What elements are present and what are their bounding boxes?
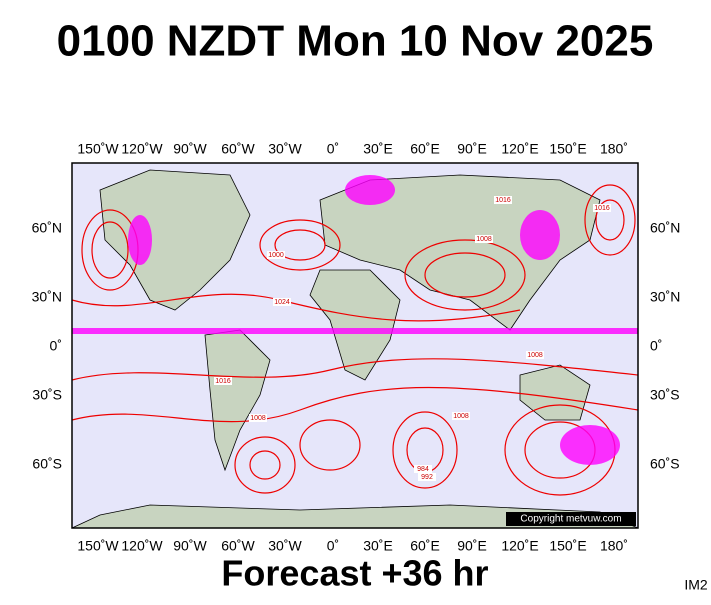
- copyright: Copyright metvuw.com: [520, 514, 621, 525]
- isobar-label-bg: [249, 414, 267, 422]
- lat-label-left: 30˚S: [32, 387, 62, 403]
- isobar-label-bg: [414, 465, 432, 473]
- lon-label-top: 30˚E: [363, 141, 393, 157]
- isobar-label: 1000: [268, 252, 284, 259]
- isobar-label: 1016: [594, 205, 610, 212]
- isobar-label: 992: [421, 474, 433, 481]
- lon-label-top: 90˚W: [173, 141, 207, 157]
- lat-label-left: 30˚N: [32, 289, 62, 305]
- isobar-label: 1016: [215, 378, 231, 385]
- lon-label-top: 120˚W: [121, 141, 163, 157]
- map-frame: [71, 162, 639, 529]
- isobar-label: 1008: [250, 415, 266, 422]
- forecast-label: Forecast +36 hr: [221, 553, 488, 594]
- isobar-label: 1008: [476, 236, 492, 243]
- isobar-label-bg: [494, 196, 512, 204]
- lon-label-bottom: 30˚E: [363, 538, 393, 554]
- lat-label-right: 30˚S: [650, 387, 680, 403]
- lon-label-bottom: 60˚E: [410, 538, 440, 554]
- lon-label-bottom: 150˚E: [549, 538, 586, 554]
- isobar-label-bg: [273, 298, 291, 306]
- lon-label-top: 150˚W: [77, 141, 119, 157]
- lat-label-left: 60˚N: [32, 220, 62, 236]
- isobar-label: 1024: [274, 299, 290, 306]
- isobar-label-bg: [593, 204, 611, 212]
- title: 0100 NZDT Mon 10 Nov 2025: [57, 17, 654, 66]
- lat-label-left: 60˚S: [32, 456, 62, 472]
- copyright-box: [506, 512, 636, 526]
- lon-label-top: 0˚: [327, 141, 339, 157]
- lat-label-right: 60˚N: [650, 220, 680, 236]
- lon-label-top: 60˚W: [221, 141, 255, 157]
- lat-label-right: 60˚S: [650, 456, 680, 472]
- isobar-label-bg: [418, 473, 436, 481]
- lon-label-bottom: 150˚W: [77, 538, 119, 554]
- lat-label-right: 0˚: [650, 338, 662, 354]
- lon-label-top: 180˚: [600, 141, 628, 157]
- isobar-label-bg: [475, 235, 493, 243]
- lon-label-bottom: 90˚W: [173, 538, 207, 554]
- isobar-label: 984: [417, 466, 429, 473]
- lat-label-right: 30˚N: [650, 289, 680, 305]
- isobar-label-bg: [214, 377, 232, 385]
- isobar-label: 1016: [495, 197, 511, 204]
- isobar-label-bg: [452, 412, 470, 420]
- lon-label-top: 120˚E: [501, 141, 538, 157]
- lon-label-top: 30˚W: [268, 141, 302, 157]
- lon-label-top: 60˚E: [410, 141, 440, 157]
- lon-label-bottom: 120˚W: [121, 538, 163, 554]
- lon-label-bottom: 30˚W: [268, 538, 302, 554]
- map: Copyright metvuw.com: [71, 162, 639, 529]
- lon-label-bottom: 0˚: [327, 538, 339, 554]
- lon-label-bottom: 60˚W: [221, 538, 255, 554]
- isobar-label-bg: [267, 251, 285, 259]
- isobar-label: 1008: [453, 413, 469, 420]
- lon-label-bottom: 180˚: [600, 538, 628, 554]
- image-id: IM2: [684, 577, 708, 593]
- precipitation: [72, 175, 638, 465]
- lon-label-top: 90˚E: [457, 141, 487, 157]
- isobar-label-bg: [526, 351, 544, 359]
- lon-label-top: 150˚E: [549, 141, 586, 157]
- lat-label-left: 0˚: [50, 338, 62, 354]
- isobars: [71, 184, 639, 496]
- lon-label-bottom: 90˚E: [457, 538, 487, 554]
- lon-label-bottom: 120˚E: [501, 538, 538, 554]
- isobar-label: 1008: [527, 352, 543, 359]
